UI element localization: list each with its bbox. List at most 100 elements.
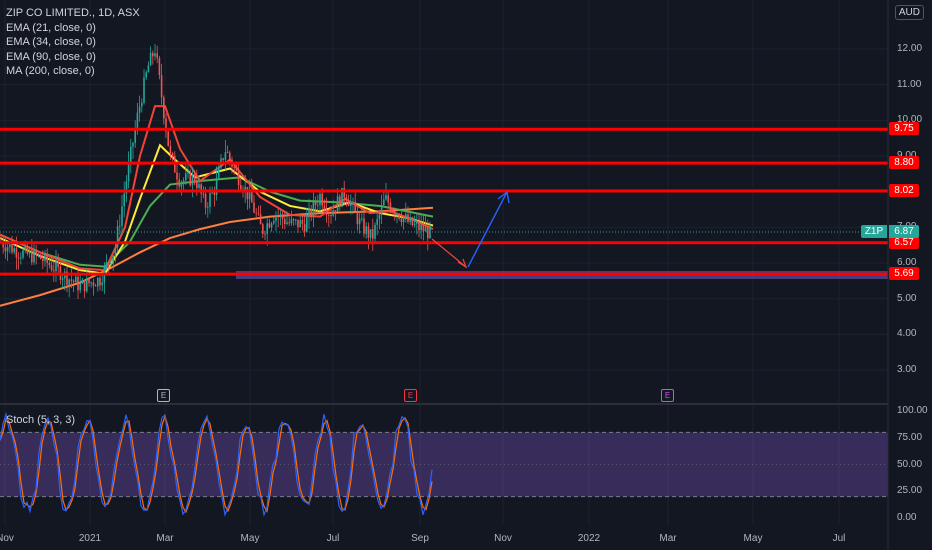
candle-body — [169, 145, 172, 154]
indicator-ema21[interactable]: EMA (21, close, 0) — [6, 21, 96, 34]
candle-body — [405, 214, 407, 218]
horizontal-levels[interactable] — [0, 127, 888, 276]
candle-body — [209, 193, 211, 207]
candle-body — [299, 220, 301, 228]
candle-body — [424, 227, 427, 232]
candle-body — [387, 195, 389, 203]
candle-body — [385, 195, 387, 200]
candle-body — [312, 201, 315, 217]
earnings-event-marker[interactable]: E — [661, 389, 674, 402]
indicator-ema90[interactable]: EMA (90, close, 0) — [6, 50, 96, 63]
time-tick-label: Jul — [326, 533, 340, 544]
stoch-tick-label: 50.00 — [897, 458, 923, 470]
level-price-label: 8.80 — [889, 156, 919, 170]
level-price-label: 5.69 — [889, 267, 919, 281]
candle-body — [394, 211, 396, 215]
last-price-label: 6.87 — [889, 224, 919, 238]
currency-button[interactable]: AUD — [894, 5, 924, 20]
time-tick-label: 2022 — [577, 533, 601, 544]
candle-body — [57, 261, 59, 267]
stoch-indicator-label[interactable]: Stoch (5, 3, 3) — [6, 414, 76, 426]
candle-body — [264, 233, 266, 235]
candle-body — [380, 205, 383, 215]
candle-body — [31, 250, 33, 263]
stoch-tick-label: 100.00 — [897, 405, 928, 416]
candle-body — [81, 280, 84, 284]
candle-body — [352, 201, 354, 204]
candle-body — [176, 172, 178, 180]
candle-body — [306, 217, 308, 232]
candle-body — [4, 247, 7, 252]
candle-body — [413, 223, 416, 226]
candle-body — [145, 72, 147, 78]
candle-body — [389, 202, 392, 211]
candle-body — [334, 210, 337, 212]
candle-body — [156, 53, 158, 59]
projection-down-arrow[interactable] — [431, 238, 467, 268]
candle-body — [202, 193, 205, 195]
candle-body — [319, 193, 321, 205]
price-tick-label: 6.00 — [897, 257, 917, 269]
candle-body — [119, 225, 121, 227]
candle-body — [407, 214, 409, 222]
candle-body — [332, 210, 334, 216]
candle-body — [134, 128, 136, 143]
candle-body — [339, 196, 341, 207]
candle-body — [182, 180, 185, 184]
candle-body — [6, 247, 9, 252]
candle-body — [345, 197, 348, 201]
time-tick-label: May — [240, 533, 260, 544]
projection-arrows — [431, 190, 510, 269]
price-tick-label: 11.00 — [897, 78, 922, 90]
candle-body — [189, 171, 191, 186]
candle-body — [262, 224, 264, 234]
ma200-line — [0, 206, 434, 307]
candle-body — [167, 131, 169, 146]
candle-body — [402, 217, 405, 223]
candle-body — [391, 210, 394, 212]
candle-body — [15, 248, 18, 258]
candle-body — [251, 190, 253, 203]
candle-body — [268, 223, 271, 228]
candle-body — [24, 245, 26, 251]
candle-body — [427, 227, 429, 239]
symbol-title[interactable]: ZIP CO LIMITED., 1D, ASX — [6, 7, 140, 19]
candle-body — [284, 219, 286, 224]
candle-body — [55, 261, 57, 272]
candle-body — [53, 270, 55, 272]
candle-body — [158, 58, 161, 76]
candle-body — [86, 278, 88, 292]
candle-body — [422, 224, 425, 232]
candle-body — [266, 223, 268, 234]
candle-body — [361, 218, 363, 220]
indicator-ma200[interactable]: MA (200, close, 0) — [6, 65, 95, 77]
candle-body — [165, 118, 167, 132]
price-tick-label: 4.00 — [897, 328, 917, 340]
candle-body — [288, 222, 290, 224]
earnings-event-marker[interactable]: E — [404, 389, 417, 402]
earnings-event-marker[interactable]: E — [157, 389, 170, 402]
indicator-ema34[interactable]: EMA (34, close, 0) — [6, 36, 96, 48]
candle-body — [376, 219, 378, 225]
candle-body — [88, 278, 90, 284]
candle-body — [257, 213, 260, 215]
candle-body — [416, 222, 418, 224]
candle-body — [297, 219, 299, 228]
candle-body — [347, 200, 350, 206]
candle-body — [369, 229, 372, 238]
candle-body — [17, 257, 20, 259]
price-candles — [0, 44, 431, 300]
candle-body — [42, 258, 44, 262]
candle-body — [290, 219, 293, 224]
candle-body — [143, 77, 145, 103]
candle-body — [273, 220, 275, 224]
candle-body — [127, 162, 130, 182]
candle-body — [136, 112, 139, 129]
candle-body — [235, 167, 238, 171]
candle-body — [61, 278, 64, 280]
projection-up-arrow[interactable] — [467, 191, 508, 268]
time-tick-label: 2021 — [78, 533, 102, 544]
candle-body — [224, 152, 227, 161]
time-tick-label: Jul — [832, 533, 846, 544]
